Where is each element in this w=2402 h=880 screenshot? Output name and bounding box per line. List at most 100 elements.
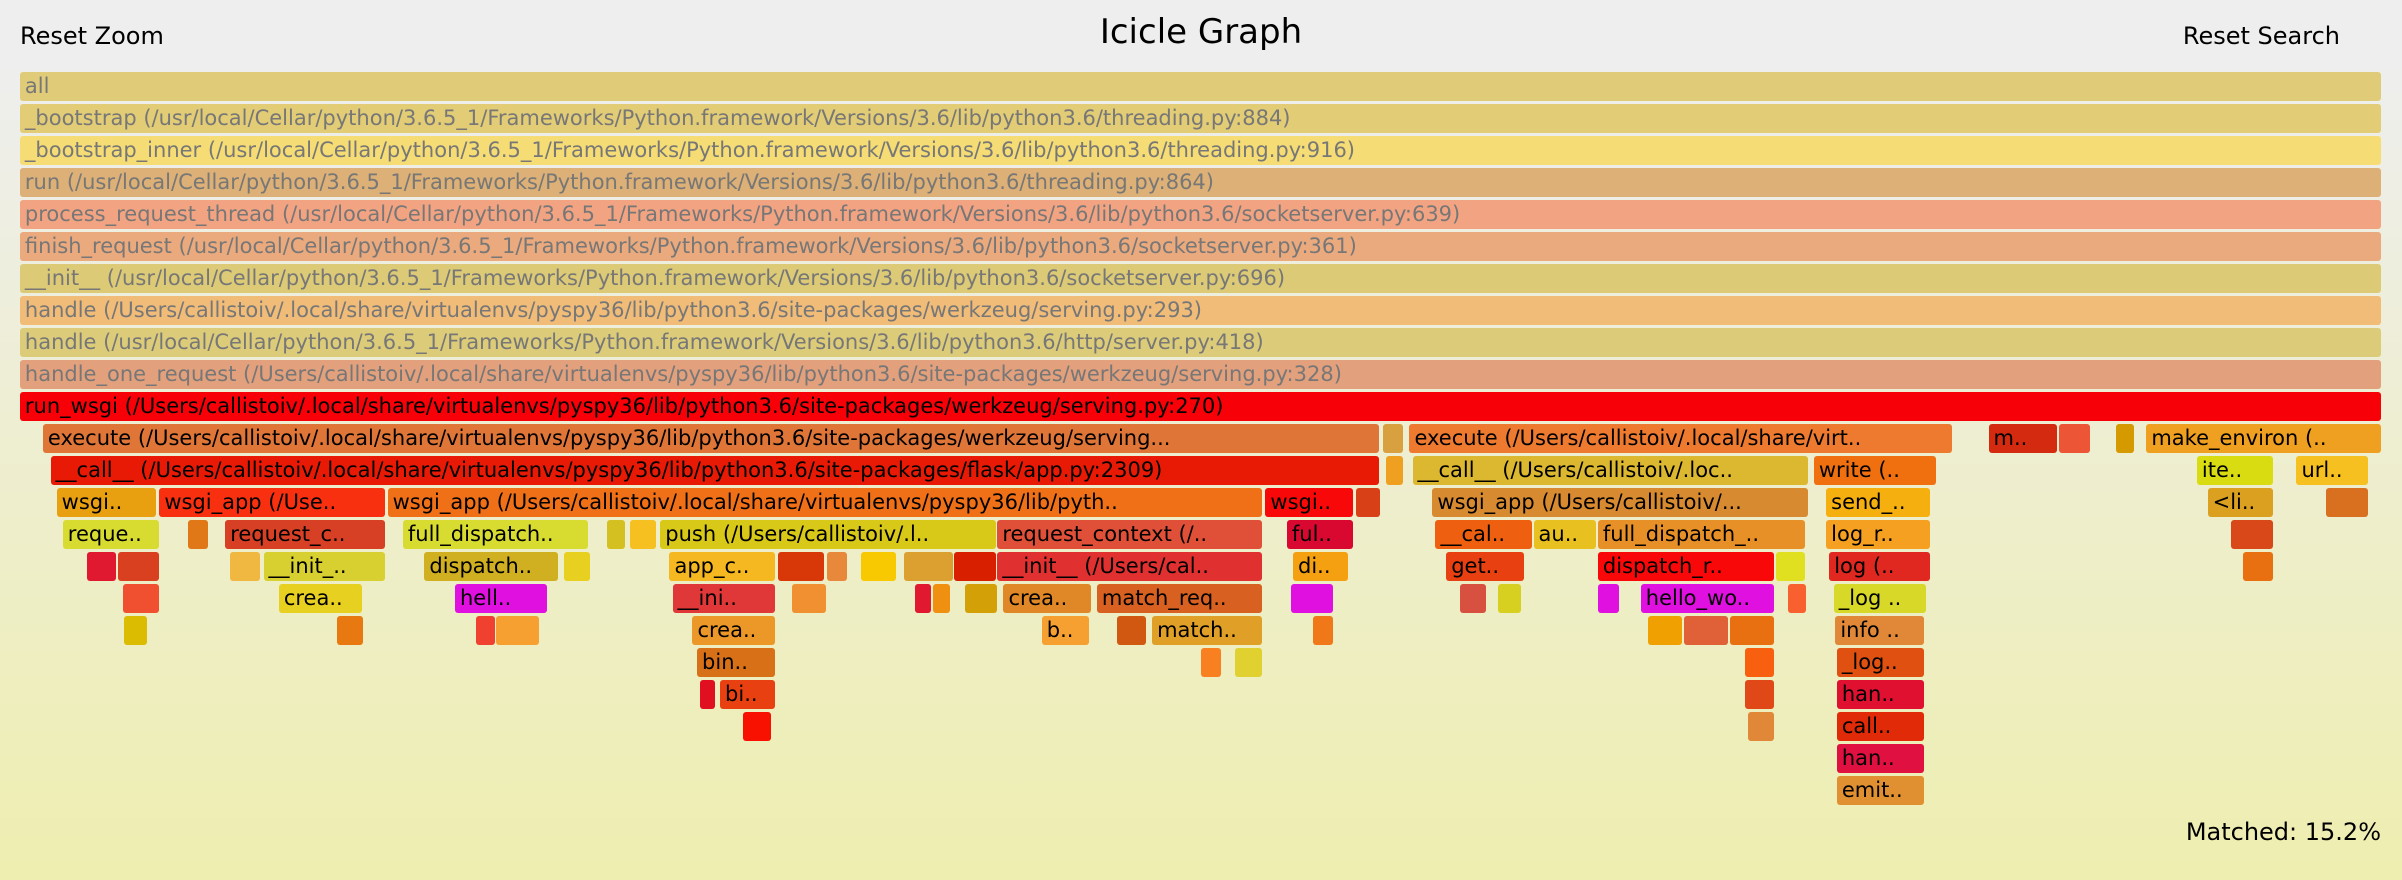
frame[interactable]: log_r.. — [1826, 520, 1931, 549]
frame[interactable]: send_.. — [1826, 488, 1931, 517]
frame[interactable] — [743, 712, 771, 741]
frame[interactable] — [1648, 616, 1683, 645]
frame[interactable]: match_req.. — [1096, 584, 1263, 613]
frame[interactable]: request_context (/.. — [997, 520, 1263, 549]
frame[interactable]: handle (/usr/local/Cellar/python/3.6.5_1… — [19, 328, 2381, 357]
frame[interactable]: au.. — [1533, 520, 1597, 549]
frame[interactable]: di.. — [1293, 552, 1349, 581]
frame[interactable]: make_environ (.. — [2146, 424, 2381, 453]
frame[interactable] — [188, 520, 209, 549]
frame[interactable]: finish_request (/usr/local/Cellar/python… — [19, 232, 2381, 261]
frame[interactable] — [117, 552, 160, 581]
frame[interactable]: b.. — [1041, 616, 1090, 645]
frame[interactable]: crea.. — [278, 584, 362, 613]
frame[interactable] — [1234, 648, 1263, 677]
frame[interactable]: _bootstrap_inner (/usr/local/Cellar/pyth… — [19, 136, 2381, 165]
frame[interactable]: run_wsgi (/Users/callistoiv/.local/share… — [19, 392, 2381, 421]
frame[interactable]: get.. — [1446, 552, 1525, 581]
frame[interactable] — [563, 552, 590, 581]
frame[interactable]: hello_wo.. — [1640, 584, 1775, 613]
frame[interactable] — [1748, 712, 1775, 741]
frame[interactable]: __init_.. — [263, 552, 385, 581]
frame[interactable] — [700, 680, 716, 709]
frame[interactable] — [124, 616, 148, 645]
frame[interactable]: all — [19, 72, 2381, 101]
frame[interactable] — [87, 552, 117, 581]
frame[interactable]: __ini.. — [672, 584, 776, 613]
frame[interactable]: call.. — [1836, 712, 1925, 741]
frame[interactable]: dispatch_r.. — [1597, 552, 1775, 581]
frame[interactable]: __init__ (/Users/cal.. — [997, 552, 1263, 581]
frame[interactable]: write (.. — [1813, 456, 1937, 485]
frame[interactable]: reque.. — [62, 520, 160, 549]
reset-zoom-button[interactable]: Reset Zoom — [20, 22, 164, 50]
frame[interactable] — [1775, 552, 1805, 581]
frame[interactable] — [1291, 584, 1333, 613]
frame[interactable] — [496, 616, 540, 645]
frame[interactable]: push (/Users/callistoiv/.l.. — [660, 520, 996, 549]
frame[interactable]: info .. — [1835, 616, 1925, 645]
frame[interactable] — [229, 552, 261, 581]
frame[interactable]: full_dispatch.. — [402, 520, 589, 549]
frame[interactable] — [1459, 584, 1487, 613]
frame[interactable] — [1355, 488, 1381, 517]
frame[interactable] — [1729, 616, 1775, 645]
frame[interactable] — [476, 616, 495, 645]
frame[interactable] — [1116, 616, 1146, 645]
frame[interactable]: match.. — [1152, 616, 1263, 645]
frame[interactable]: run (/usr/local/Cellar/python/3.6.5_1/Fr… — [19, 168, 2381, 197]
frame[interactable] — [1201, 648, 1221, 677]
frame[interactable] — [932, 584, 950, 613]
frame[interactable] — [1744, 648, 1775, 677]
frame[interactable] — [1787, 584, 1807, 613]
frame[interactable]: crea.. — [692, 616, 776, 645]
frame[interactable]: handle (/Users/callistoiv/.local/share/v… — [19, 296, 2381, 325]
frame[interactable] — [827, 552, 848, 581]
frame[interactable]: request_c.. — [225, 520, 385, 549]
frame[interactable] — [1683, 616, 1729, 645]
frame[interactable] — [2059, 424, 2090, 453]
frame[interactable] — [122, 584, 160, 613]
frame[interactable] — [2325, 488, 2369, 517]
frame[interactable] — [2242, 552, 2274, 581]
frame[interactable] — [337, 616, 364, 645]
frame[interactable]: wsgi_app (/Use.. — [159, 488, 385, 517]
frame[interactable]: handle_one_request (/Users/callistoiv/.l… — [19, 360, 2381, 389]
frame[interactable]: __call__ (/Users/callistoiv/.loc.. — [1412, 456, 1808, 485]
frame[interactable]: dispatch.. — [424, 552, 558, 581]
frame[interactable]: bin.. — [697, 648, 776, 677]
frame[interactable] — [1597, 584, 1620, 613]
frame[interactable]: _bootstrap (/usr/local/Cellar/python/3.6… — [19, 104, 2381, 133]
frame[interactable] — [606, 520, 626, 549]
frame[interactable] — [954, 552, 996, 581]
frame[interactable] — [1744, 680, 1775, 709]
frame[interactable]: app_c.. — [669, 552, 776, 581]
frame[interactable]: url.. — [2296, 456, 2369, 485]
frame[interactable]: wsgi_app (/Users/callistoiv/.local/share… — [387, 488, 1263, 517]
frame[interactable]: m.. — [1988, 424, 2058, 453]
frame[interactable]: ite.. — [2196, 456, 2274, 485]
frame[interactable]: wsgi.. — [56, 488, 157, 517]
frame[interactable] — [860, 552, 897, 581]
frame[interactable]: wsgi.. — [1265, 488, 1353, 517]
frame[interactable]: __cal.. — [1435, 520, 1532, 549]
frame[interactable] — [1383, 424, 1404, 453]
frame[interactable] — [914, 584, 932, 613]
frame[interactable] — [903, 552, 953, 581]
reset-search-button[interactable]: Reset Search — [2182, 22, 2340, 50]
frame[interactable] — [629, 520, 656, 549]
frame[interactable] — [1386, 456, 1404, 485]
frame[interactable]: crea.. — [1003, 584, 1091, 613]
frame[interactable]: log (.. — [1829, 552, 1931, 581]
frame[interactable] — [1312, 616, 1333, 645]
frame[interactable]: <li.. — [2207, 488, 2274, 517]
frame[interactable]: ful.. — [1286, 520, 1353, 549]
frame[interactable] — [792, 584, 826, 613]
frame[interactable]: bi.. — [720, 680, 776, 709]
frame[interactable] — [2230, 520, 2274, 549]
frame[interactable] — [1498, 584, 1522, 613]
frame[interactable]: __init__ (/usr/local/Cellar/python/3.6.5… — [19, 264, 2381, 293]
frame[interactable]: __call__ (/Users/callistoiv/.local/share… — [50, 456, 1379, 485]
frame[interactable]: han.. — [1836, 680, 1925, 709]
frame[interactable]: _log .. — [1833, 584, 1926, 613]
